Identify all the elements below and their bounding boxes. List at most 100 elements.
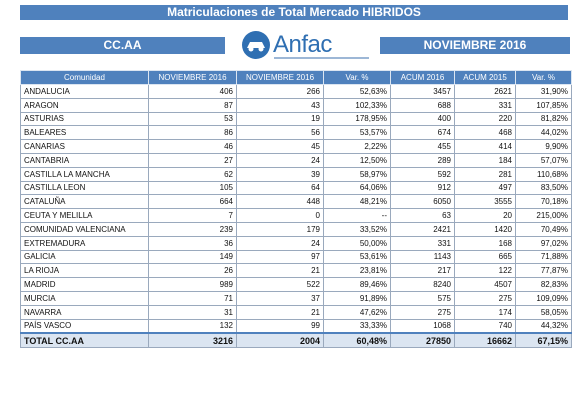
value-cell: 122 (454, 263, 516, 279)
value-cell: 97,02% (515, 235, 572, 251)
value-cell: 71 (148, 290, 237, 306)
value-cell: 44,32% (515, 318, 572, 334)
value-cell: 468 (454, 125, 516, 141)
value-cell: 740 (454, 318, 516, 334)
table-row: BALEARES 86 56 53,57% 674 468 44,02% (20, 125, 572, 141)
value-cell: 56 (236, 125, 324, 141)
region-cell: PAÍS VASCO (20, 318, 149, 334)
value-cell: 70,18% (515, 194, 572, 210)
value-cell: 184 (454, 152, 516, 168)
value-cell: 149 (148, 249, 237, 265)
table-row: CATALUÑA 664 448 48,21% 6050 3555 70,18% (20, 194, 572, 210)
value-cell: 67,15% (515, 332, 572, 349)
region-cell: CANTABRIA (20, 152, 149, 168)
value-cell: 86 (148, 125, 237, 141)
value-cell: 53,61% (323, 249, 391, 265)
value-cell: 9,90% (515, 139, 572, 154)
value-cell: 178,95% (323, 111, 391, 127)
region-cell: TOTAL CC.AA (20, 332, 149, 349)
value-cell: 87 (148, 97, 237, 113)
table-row: PAÍS VASCO 132 99 33,33% 1068 740 44,32% (20, 318, 572, 334)
region-cell: EXTREMADURA (20, 235, 149, 251)
value-cell: 448 (236, 194, 324, 210)
value-cell: 31 (148, 304, 237, 320)
table-row: LA RIOJA 26 21 23,81% 217 122 77,87% (20, 263, 572, 279)
value-cell: 3555 (454, 194, 516, 210)
table-row: ASTURIAS 53 19 178,95% 400 220 81,82% (20, 111, 572, 127)
value-cell: 37 (236, 290, 324, 306)
region-cell: CASTILLA LEON (20, 180, 149, 196)
logo-text: Anfac (273, 31, 332, 58)
value-cell: 2004 (236, 332, 324, 349)
value-cell: 132 (148, 318, 237, 334)
value-cell: 664 (148, 194, 237, 210)
table-row: CASTILLA LEON 105 64 64,06% 912 497 83,50% (20, 180, 572, 196)
value-cell: 21 (236, 304, 324, 320)
value-cell: 275 (454, 290, 516, 306)
registrations-table: Comunidad NOVIEMBRE 2016 NOVIEMBRE 2016 Var… (20, 70, 572, 349)
value-cell: 2,22% (323, 139, 391, 154)
value-cell: 43 (236, 97, 324, 113)
value-cell: 12,50% (323, 152, 391, 168)
value-cell: 6050 (390, 194, 455, 210)
value-cell: 77,87% (515, 263, 572, 279)
value-cell: 62 (148, 166, 237, 182)
value-cell: 220 (454, 111, 516, 127)
value-cell: 1068 (390, 318, 455, 334)
value-cell: 455 (390, 139, 455, 154)
value-cell: 3216 (148, 332, 237, 349)
value-cell: 592 (390, 166, 455, 182)
value-cell: 27850 (390, 332, 455, 349)
value-cell: 57,07% (515, 152, 572, 168)
value-cell: 497 (454, 180, 516, 196)
table-row: CANTABRIA 27 24 12,50% 289 184 57,07% (20, 152, 572, 168)
value-cell: 331 (454, 97, 516, 113)
value-cell: 2421 (390, 221, 455, 237)
region-label: CC.AA (20, 37, 225, 54)
value-cell: 289 (390, 152, 455, 168)
value-cell: 414 (454, 139, 516, 154)
table-row: EXTREMADURA 36 24 50,00% 331 168 97,02% (20, 235, 572, 251)
region-cell: CATALUÑA (20, 194, 149, 210)
value-cell: 16662 (454, 332, 516, 349)
table-row: NAVARRA 31 21 47,62% 275 174 58,05% (20, 304, 572, 320)
value-cell: 48,21% (323, 194, 391, 210)
value-cell: 107,85% (515, 97, 572, 113)
value-cell: 2621 (454, 84, 516, 99)
region-cell: LA RIOJA (20, 263, 149, 279)
value-cell: 275 (390, 304, 455, 320)
value-cell: 400 (390, 111, 455, 127)
total-row: TOTAL CC.AA 3216 2004 60,48% 27850 16662 67,15… (20, 332, 572, 349)
region-cell: MURCIA (20, 290, 149, 306)
table-row: MURCIA 71 37 91,89% 575 275 109,09% (20, 290, 572, 306)
logo-underline (274, 57, 369, 59)
value-cell: 912 (390, 180, 455, 196)
value-cell: 105 (148, 180, 237, 196)
region-cell: CEUTA Y MELILLA (20, 208, 149, 223)
value-cell: 1143 (390, 249, 455, 265)
anfac-logo: Anfac (241, 28, 371, 62)
value-cell: 331 (390, 235, 455, 251)
column-header: NOVIEMBRE 2016 (148, 70, 237, 85)
column-header: ACUM 2016 (390, 70, 455, 85)
value-cell: 688 (390, 97, 455, 113)
value-cell: 89,46% (323, 277, 391, 292)
region-cell: NAVARRA (20, 304, 149, 320)
column-header: NOVIEMBRE 2016 (236, 70, 324, 85)
value-cell: 91,89% (323, 290, 391, 306)
value-cell: 39 (236, 166, 324, 182)
table-row: CEUTA Y MELILLA 7 0 -- 63 20 215,00% (20, 208, 572, 223)
region-cell: ASTURIAS (20, 111, 149, 127)
column-header: Var. % (323, 70, 391, 85)
value-cell: 0 (236, 208, 324, 223)
value-cell: 575 (390, 290, 455, 306)
value-cell: 24 (236, 152, 324, 168)
value-cell: 989 (148, 277, 237, 292)
value-cell: 27 (148, 152, 237, 168)
value-cell: 71,88% (515, 249, 572, 265)
value-cell: 33,33% (323, 318, 391, 334)
table-row: ARAGON 87 43 102,33% 688 331 107,85% (20, 97, 572, 113)
value-cell: 82,83% (515, 277, 572, 292)
value-cell: 19 (236, 111, 324, 127)
value-cell: 81,82% (515, 111, 572, 127)
